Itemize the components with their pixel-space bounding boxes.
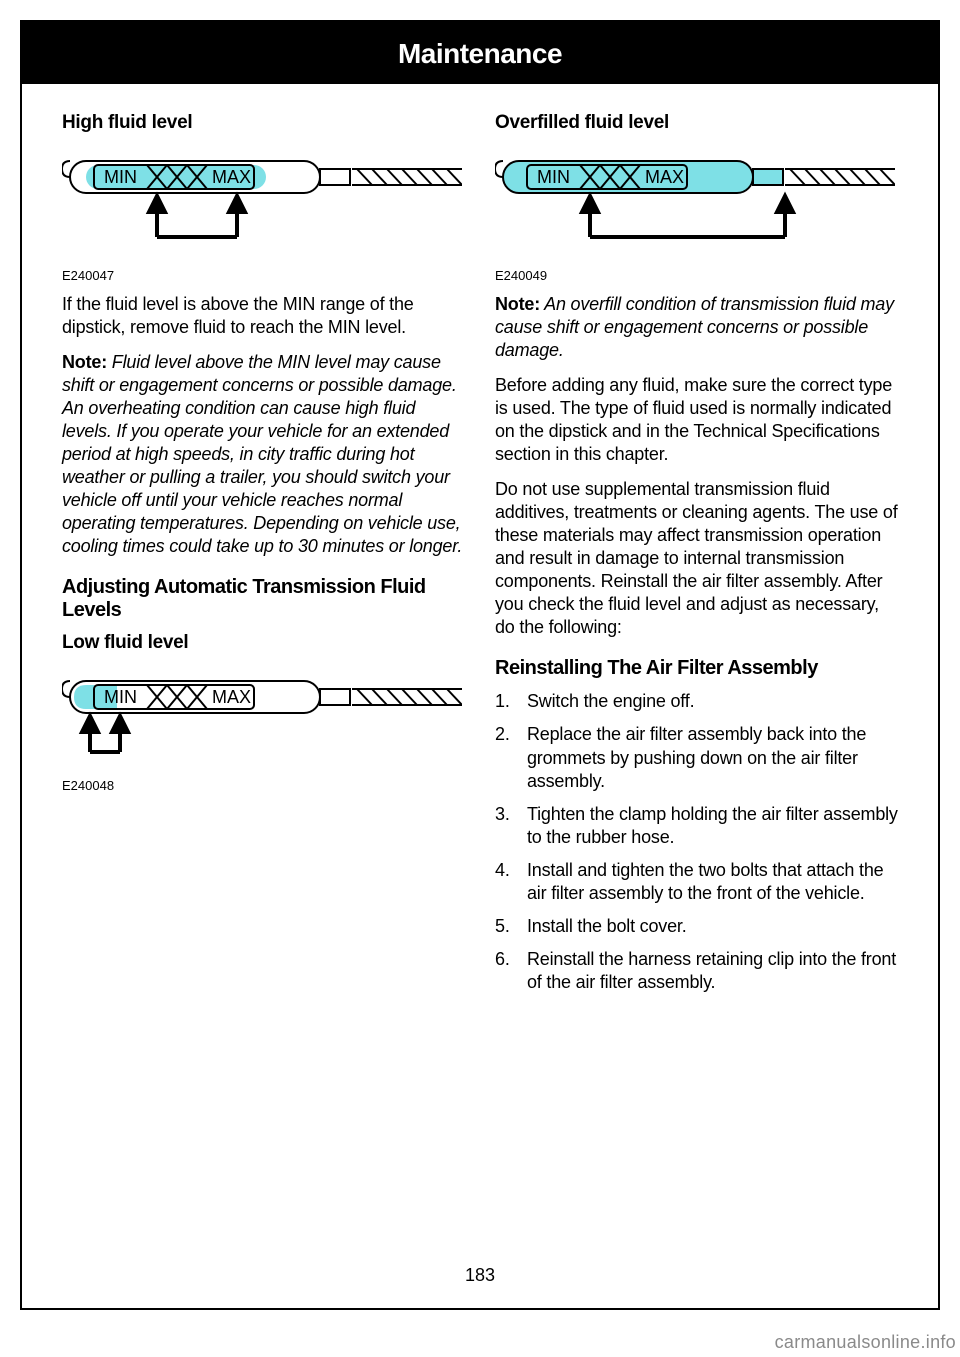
svg-text:MIN: MIN (104, 167, 137, 187)
step-item: Switch the engine off. (495, 690, 898, 713)
left-note-1: Note: Fluid level above the MIN level ma… (62, 351, 465, 558)
right-column: Overfilled fluid level MIN MAX (495, 112, 898, 1004)
step-item: Reinstall the harness retaining clip int… (495, 948, 898, 994)
page-frame: Maintenance High fluid level MIN MAX (20, 20, 940, 1310)
svg-text:MAX: MAX (645, 167, 684, 187)
step-item: Install and tighten the two bolts that a… (495, 859, 898, 905)
dipstick-diagram-overfill: MIN MAX (495, 152, 898, 283)
diagram-code-2: E240048 (62, 778, 465, 793)
svg-text:MAX: MAX (212, 167, 251, 187)
step-item: Tighten the clamp holding the air filter… (495, 803, 898, 849)
note-label: Note: (62, 352, 107, 372)
content-columns: High fluid level MIN MAX (22, 84, 938, 1004)
svg-text:MIN: MIN (537, 167, 570, 187)
right-note-1: Note: An overfill condition of transmiss… (495, 293, 898, 362)
right-paragraph-2: Do not use supplemental transmission flu… (495, 478, 898, 639)
note-body: An overfill condition of transmission fl… (495, 294, 894, 360)
watermark-text: carmanualsonline.info (775, 1332, 956, 1353)
right-heading-2: Reinstalling The Air Filter Assembly (495, 657, 898, 680)
chapter-header: Maintenance (22, 22, 938, 84)
diagram-code-3: E240049 (495, 268, 898, 283)
dipstick-diagram-low: MIN MAX (62, 672, 465, 793)
right-paragraph-1: Before adding any fluid, make sure the c… (495, 374, 898, 466)
diagram-code-1: E240047 (62, 268, 465, 283)
step-item: Install the bolt cover. (495, 915, 898, 938)
dipstick-diagram-high: MIN MAX (62, 152, 465, 283)
right-heading-1: Overfilled fluid level (495, 112, 898, 134)
left-column: High fluid level MIN MAX (62, 112, 465, 1004)
svg-text:MIN: MIN (104, 687, 137, 707)
left-heading-2: Adjusting Automatic Transmission Fluid L… (62, 576, 465, 622)
step-item: Replace the air filter assembly back int… (495, 723, 898, 792)
note-label: Note: (495, 294, 540, 314)
left-paragraph-1: If the fluid level is above the MIN rang… (62, 293, 465, 339)
svg-text:MAX: MAX (212, 687, 251, 707)
left-heading-3: Low fluid level (62, 632, 465, 654)
left-heading-1: High fluid level (62, 112, 465, 134)
note-body: Fluid level above the MIN level may caus… (62, 352, 462, 556)
page-number: 183 (22, 1265, 938, 1286)
steps-list: Switch the engine off. Replace the air f… (495, 690, 898, 993)
